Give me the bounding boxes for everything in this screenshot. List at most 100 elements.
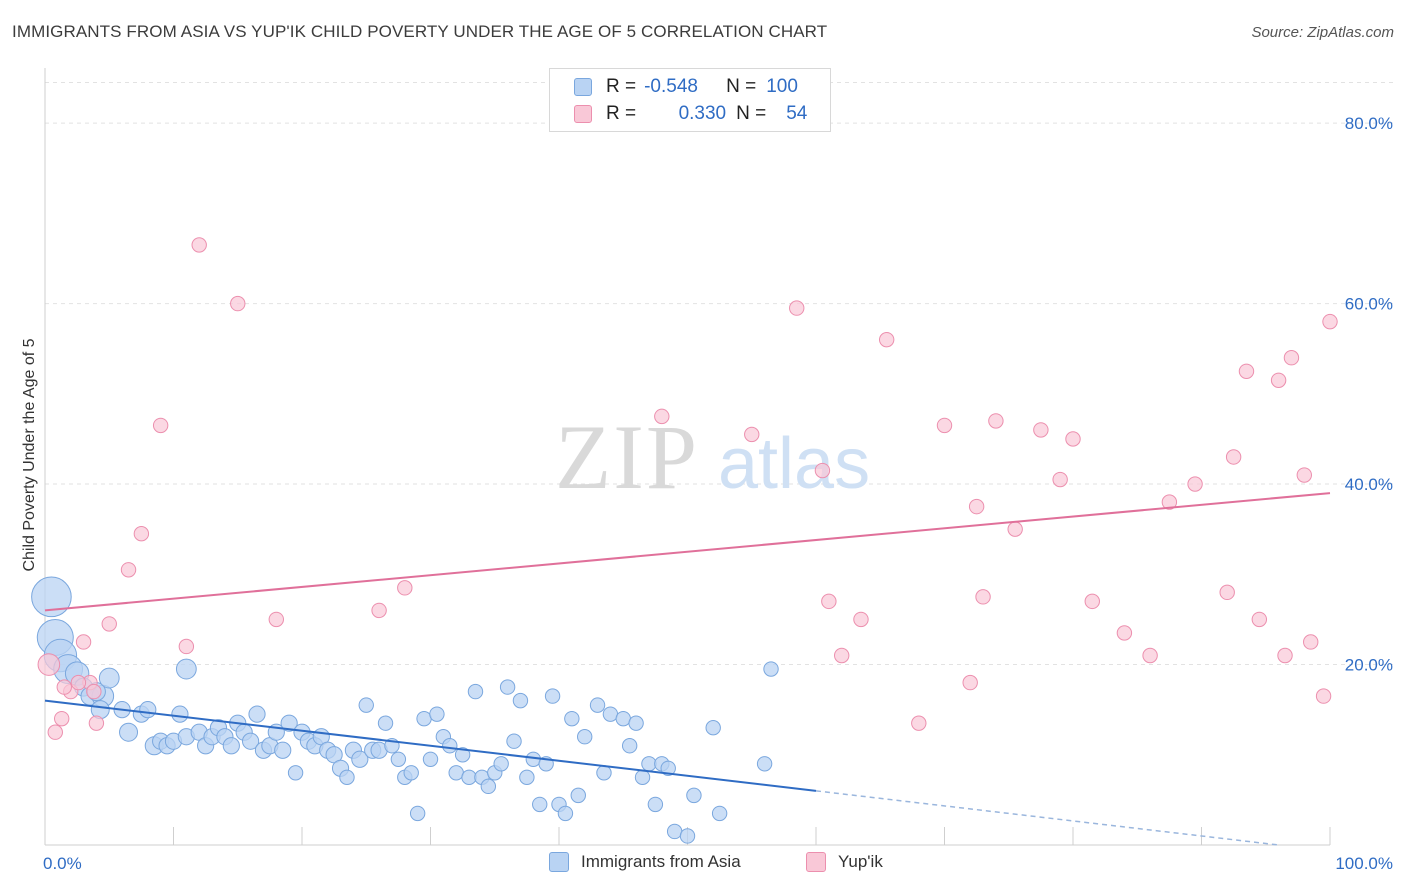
- yupik-point-38: [1161, 494, 1178, 510]
- yupik-point-14: [268, 611, 284, 628]
- asia-point-89: [634, 769, 651, 786]
- yupik-point-24: [878, 331, 895, 348]
- asia-trend-line-extension: [815, 790, 1279, 846]
- asia-point-56: [409, 805, 426, 822]
- x-tick-label-1: 100.0%: [1335, 854, 1393, 873]
- asia-point-82: [577, 729, 593, 745]
- yupik-point-45: [1277, 647, 1293, 664]
- asia-point-62: [448, 765, 464, 781]
- asia-point-99: [763, 661, 779, 677]
- yupik-point-43: [1251, 611, 1268, 628]
- series-swatch-yupik: [806, 852, 826, 872]
- asia-point-58: [422, 751, 439, 767]
- asia-point-35: [274, 741, 292, 759]
- yupik-point-37: [1142, 647, 1158, 664]
- legend-n-label: N =: [726, 76, 757, 97]
- yupik-point-41: [1225, 449, 1242, 465]
- yupik-point-30: [988, 413, 1004, 429]
- asia-point-79: [557, 805, 574, 822]
- asia-point-90: [641, 756, 657, 772]
- asia-point-57: [416, 710, 432, 727]
- yupik-point-4: [75, 634, 92, 650]
- series-swatch-asia: [549, 852, 569, 872]
- yupik-point-34: [1065, 431, 1081, 447]
- series-legend-yupik: Yup'ik: [806, 852, 883, 872]
- asia-point-9: [98, 667, 120, 689]
- watermark-atlas: atlas: [718, 424, 870, 504]
- yupik-point-42: [1238, 363, 1255, 379]
- chart-source: Source: ZipAtlas.com: [1251, 24, 1394, 41]
- yupik-point-17: [654, 408, 670, 425]
- y-tick-label-3: 80.0%: [1345, 114, 1393, 133]
- asia-point-95: [679, 828, 696, 844]
- asia-point-20: [171, 705, 189, 723]
- series-label-asia: Immigrants from Asia: [581, 852, 741, 871]
- asia-point-36: [280, 714, 298, 732]
- asia-point-55: [403, 765, 419, 781]
- yupik-point-6: [88, 715, 105, 731]
- yupik-point-1: [47, 724, 63, 740]
- legend-r-label: R =: [606, 103, 637, 124]
- yupik-point-47: [1296, 467, 1313, 483]
- yupik-point-22: [834, 647, 850, 664]
- yupik-point-46: [1283, 350, 1300, 366]
- y-tick-label-2: 60.0%: [1345, 295, 1393, 314]
- asia-point-51: [377, 715, 394, 731]
- yupik-point-40: [1219, 584, 1235, 601]
- asia-point-71: [506, 733, 522, 749]
- series-legend-asia: Immigrants from Asia: [549, 852, 741, 872]
- legend-n-value-asia: 100: [766, 76, 798, 97]
- yupik-trend-line: [44, 492, 1331, 612]
- asia-point-67: [480, 778, 497, 795]
- yupik-point-48: [1303, 634, 1319, 650]
- y-axis-label: Child Poverty Under the Age of 5: [21, 338, 38, 572]
- asia-point-72: [512, 692, 529, 709]
- chart-title: IMMIGRANTS FROM ASIA VS YUP'IK CHILD POV…: [12, 22, 828, 41]
- asia-point-70: [499, 679, 516, 695]
- asia-point-61: [442, 738, 458, 754]
- legend-n-label: N =: [736, 103, 767, 124]
- asia-point-59: [429, 706, 445, 722]
- y-tick-label-1: 40.0%: [1345, 475, 1393, 494]
- asia-point-0: [31, 576, 72, 618]
- yupik-point-35: [1084, 593, 1100, 610]
- yupik-point-18: [744, 426, 760, 443]
- asia-point-97: [705, 719, 721, 736]
- asia-point-91: [647, 796, 664, 813]
- asia-point-30: [242, 732, 260, 750]
- asia-point-69: [493, 756, 509, 772]
- asia-point-64: [461, 769, 477, 786]
- asia-point-45: [339, 769, 355, 786]
- yupik-point-13: [230, 295, 246, 312]
- asia-point-100: [756, 756, 773, 772]
- yupik-point-19: [789, 300, 805, 316]
- asia-point-53: [390, 751, 407, 767]
- asia-point-86: [615, 710, 631, 727]
- asia-point-65: [467, 683, 484, 700]
- legend-n-value-yupik: 54: [786, 103, 808, 124]
- yupik-point-28: [962, 674, 978, 691]
- asia-point-48: [358, 697, 374, 713]
- yupik-point-26: [936, 417, 953, 434]
- asia-point-87: [621, 738, 638, 754]
- asia-point-88: [628, 715, 644, 731]
- asia-point-27: [222, 737, 240, 755]
- yupik-point-32: [1033, 422, 1049, 438]
- legend-r-value-asia: -0.548: [644, 76, 698, 97]
- asia-point-73: [519, 769, 535, 786]
- yupik-point-11: [178, 638, 195, 655]
- yupik-point-49: [1315, 688, 1332, 704]
- yupik-point-27: [968, 498, 985, 515]
- legend-r-value-yupik: 0.330: [678, 103, 727, 124]
- yupik-point-20: [814, 462, 831, 479]
- asia-point-84: [596, 765, 612, 781]
- yupik-point-2: [54, 710, 70, 727]
- yupik-point-36: [1116, 625, 1133, 641]
- y-tick-label-0: 20.0%: [1345, 656, 1393, 675]
- yupik-point-52: [86, 683, 102, 700]
- yupik-point-25: [911, 715, 927, 731]
- legend-row-asia: R = -0.548 N = 100: [574, 76, 798, 98]
- yupik-point-15: [371, 602, 387, 619]
- yupik-point-33: [1052, 471, 1068, 488]
- yupik-point-12: [191, 237, 207, 253]
